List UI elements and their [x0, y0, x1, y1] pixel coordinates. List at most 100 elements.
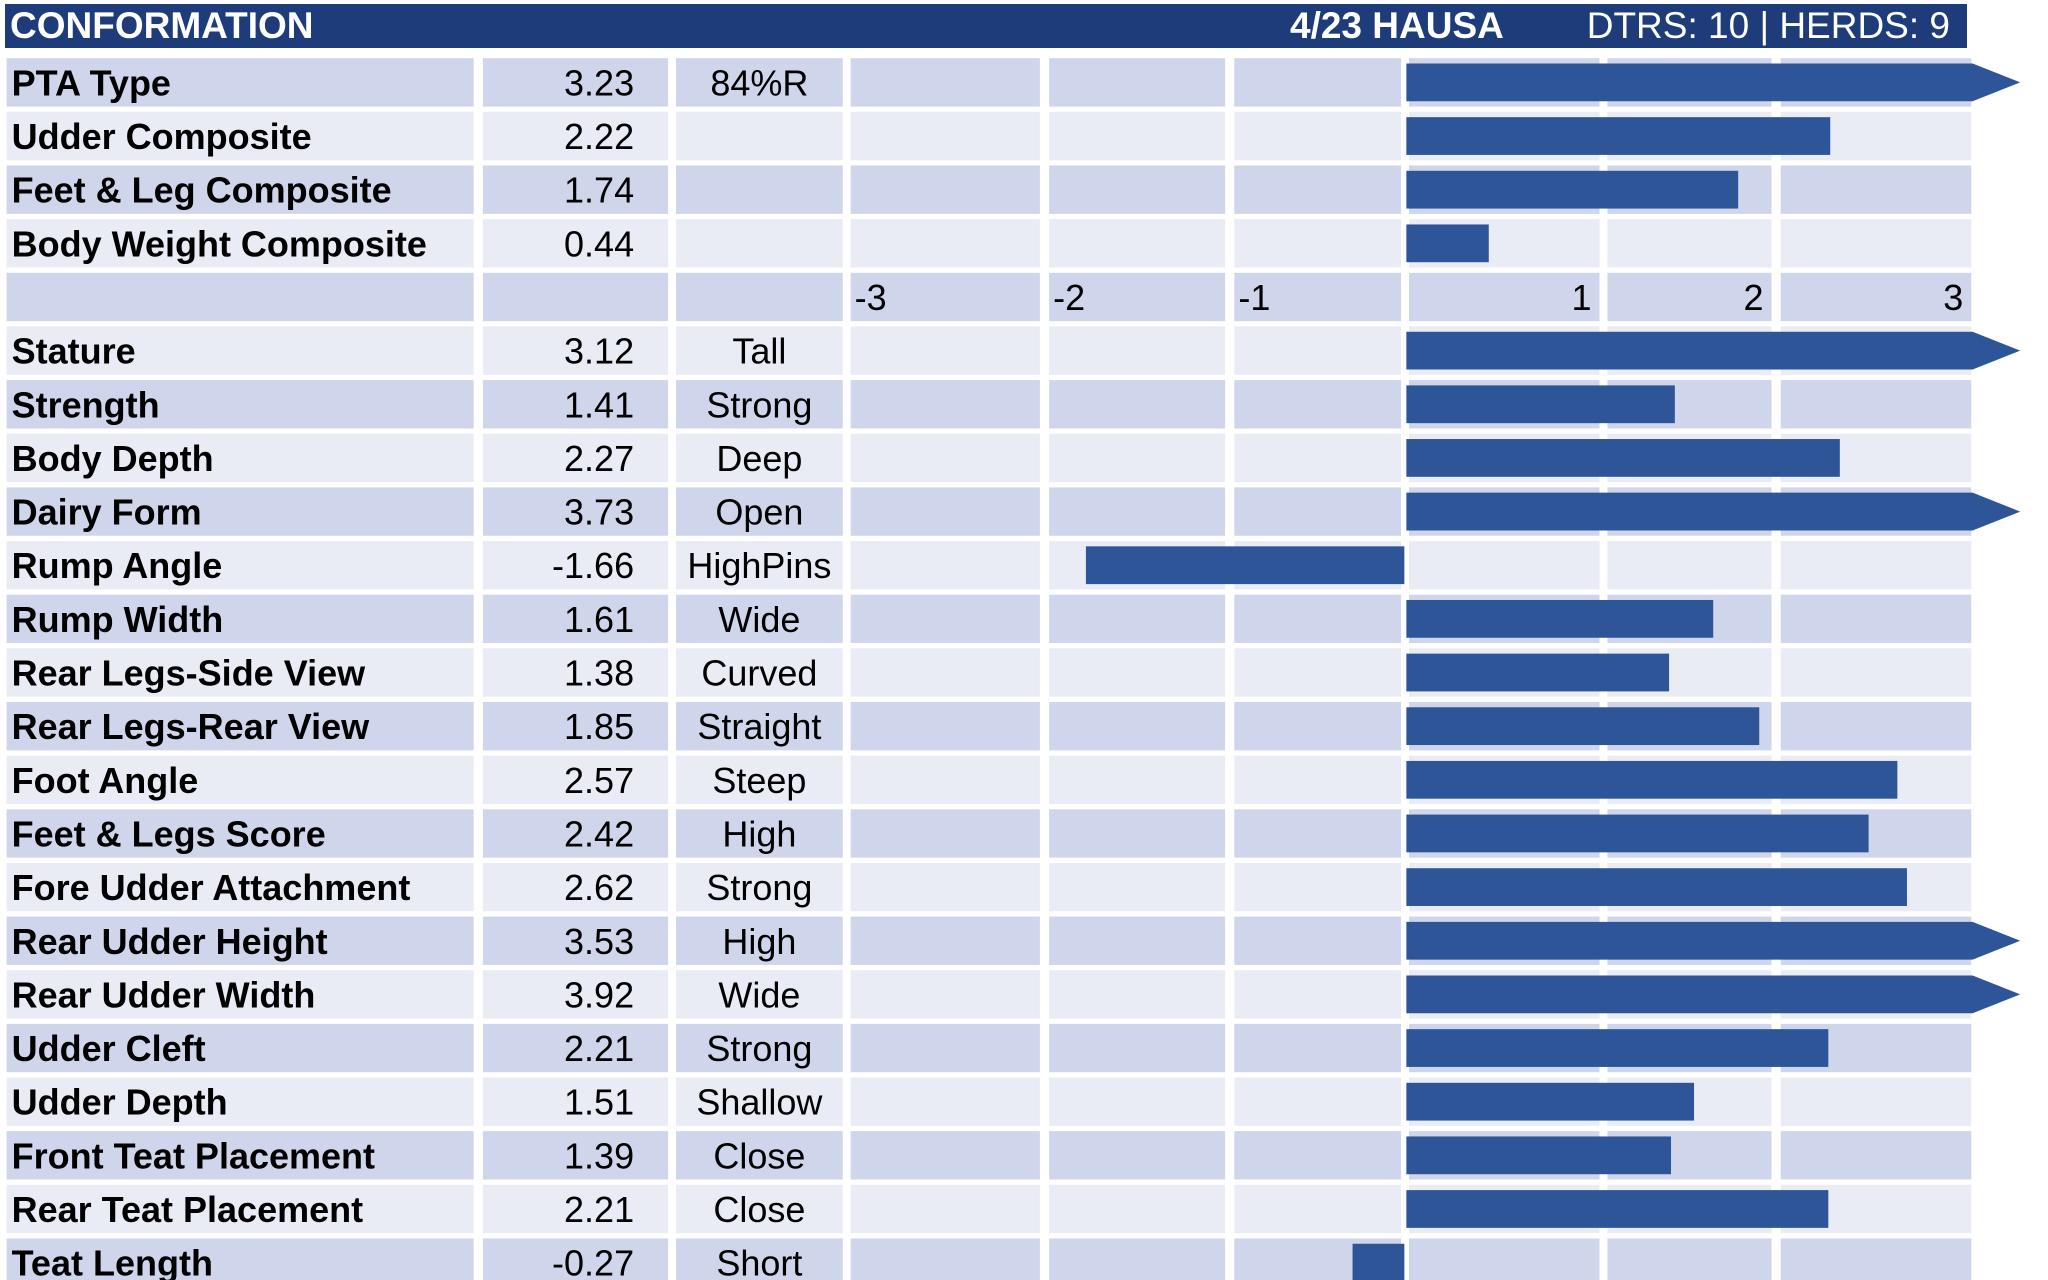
bar	[1406, 814, 1869, 853]
row-cell-bg	[1780, 1238, 1972, 1280]
row-cell-bg	[850, 380, 1040, 429]
row-cell-bg	[676, 809, 843, 858]
trait-value: 2.62	[564, 867, 634, 908]
trait-value: 1.61	[564, 599, 634, 640]
trait-label: Udder Depth	[12, 1082, 228, 1123]
trait-descriptor: Tall	[732, 331, 786, 372]
row-cell-bg	[1049, 165, 1226, 214]
row-cell-bg	[1049, 916, 1226, 965]
row-cell-bg	[6, 541, 474, 590]
row-cell-bg	[6, 433, 474, 483]
row-cell-bg	[1049, 1184, 1226, 1234]
row-cell-bg	[1234, 701, 1402, 751]
bar	[1406, 868, 1907, 906]
row-cell-bg	[1607, 1238, 1772, 1280]
x-tick-label: 2	[1743, 277, 1763, 318]
row-cell-bg	[1049, 648, 1226, 697]
row-cell-bg	[1049, 326, 1226, 375]
row-cell-bg	[850, 1023, 1040, 1073]
bar	[1406, 1082, 1695, 1121]
row-cell-bg	[850, 755, 1040, 804]
row-cell-bg	[6, 1184, 474, 1234]
trait-descriptor: High	[722, 813, 796, 854]
row-cell-bg	[1234, 916, 1402, 965]
trait-value: 1.41	[564, 384, 634, 425]
row-cell-bg	[1049, 433, 1226, 483]
trait-label: Udder Cleft	[12, 1028, 206, 1069]
header-stats: DTRS: 10 | HERDS: 9	[1587, 5, 1950, 46]
x-tick-label: -3	[855, 277, 887, 318]
row-cell-bg	[1234, 487, 1402, 536]
trait-descriptor: Short	[716, 1243, 802, 1280]
table-row: Rump Angle -1.66 HighPins	[6, 541, 1972, 590]
trait-label: Rear Legs-Rear View	[12, 706, 371, 747]
row-cell-bg	[482, 1184, 669, 1234]
bar	[1406, 1136, 1672, 1175]
bar	[1406, 385, 1675, 424]
trait-descriptor: HighPins	[687, 545, 831, 586]
row-cell-bg	[676, 380, 843, 429]
trait-descriptor: Strong	[706, 384, 812, 425]
row-cell-bg	[6, 326, 474, 375]
row-cell-bg	[676, 487, 843, 536]
trait-descriptor: Wide	[718, 599, 800, 640]
row-cell-bg	[482, 272, 669, 322]
row-cell-bg	[1234, 648, 1402, 697]
trait-label: Udder Composite	[12, 116, 312, 157]
trait-value: 2.27	[564, 438, 634, 479]
row-cell-bg	[850, 58, 1040, 107]
trait-label: Body Weight Composite	[12, 223, 427, 264]
bar	[1406, 224, 1489, 263]
bar-arrow	[1406, 492, 2021, 531]
row-cell-bg	[850, 487, 1040, 536]
trait-value: 3.23	[564, 62, 634, 103]
trait-value: -1.66	[552, 545, 634, 586]
x-tick-label: 3	[1943, 277, 1963, 318]
row-cell-bg	[850, 1131, 1040, 1180]
row-cell-bg	[1049, 58, 1226, 107]
bar	[1406, 653, 1670, 692]
row-cell-bg	[482, 1238, 669, 1280]
row-cell-bg	[6, 1131, 474, 1180]
row-cell-bg	[1408, 541, 1600, 590]
row-cell-bg	[1780, 219, 1972, 268]
row-cell-bg	[1234, 594, 1402, 644]
trait-value: 3.73	[564, 492, 634, 533]
row-cell-bg	[482, 487, 669, 536]
row-cell-bg	[850, 809, 1040, 858]
row-cell-bg	[482, 916, 669, 965]
row-cell-bg	[1780, 648, 1972, 697]
trait-label: Teat Length	[12, 1243, 213, 1280]
row-cell-bg	[1234, 219, 1402, 268]
row-cell-bg	[6, 809, 474, 858]
row-cell-bg	[6, 219, 474, 268]
row-cell-bg	[482, 165, 669, 214]
trait-descriptor: Close	[713, 1189, 805, 1230]
row-cell-bg	[482, 594, 669, 644]
row-cell-bg	[6, 58, 474, 107]
row-cell-bg	[1049, 755, 1226, 804]
row-cell-bg	[1408, 272, 1600, 322]
axis-tick-row	[6, 272, 1972, 322]
row-cell-bg	[6, 487, 474, 536]
row-cell-bg	[1049, 862, 1226, 912]
row-cell-bg	[850, 648, 1040, 697]
trait-label: Rump Angle	[12, 545, 223, 586]
row-cell-bg	[482, 380, 669, 429]
header-title: CONFORMATION	[10, 5, 314, 46]
trait-label: Strength	[12, 384, 160, 425]
row-cell-bg	[6, 1023, 474, 1073]
trait-label: Foot Angle	[12, 760, 199, 801]
row-cell-bg	[676, 433, 843, 483]
row-cell-bg	[676, 594, 843, 644]
row-cell-bg	[850, 219, 1040, 268]
row-cell-bg	[850, 165, 1040, 214]
row-cell-bg	[1049, 380, 1226, 429]
trait-value: 2.22	[564, 116, 634, 157]
trait-label: Front Teat Placement	[12, 1135, 375, 1176]
trait-descriptor: Straight	[697, 706, 821, 747]
row-cell-bg	[1049, 1077, 1226, 1126]
trait-label: Body Depth	[12, 438, 214, 479]
bar-arrow	[1406, 331, 2021, 370]
row-cell-bg	[850, 272, 1040, 322]
